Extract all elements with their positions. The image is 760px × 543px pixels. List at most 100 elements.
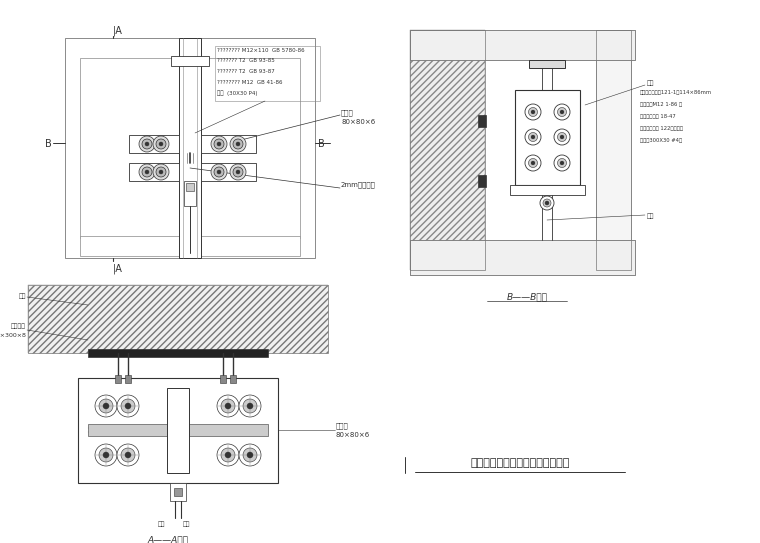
Text: 立柱: 立柱	[647, 213, 654, 219]
Circle shape	[217, 444, 239, 466]
Bar	[478, 115, 486, 127]
Bar	[88, 349, 268, 357]
Circle shape	[558, 108, 566, 117]
Circle shape	[211, 136, 227, 152]
Circle shape	[121, 448, 135, 462]
Circle shape	[156, 167, 166, 177]
Text: ???????? M12×110  GB 5780-86: ???????? M12×110 GB 5780-86	[217, 48, 305, 53]
Circle shape	[236, 170, 240, 174]
Circle shape	[560, 110, 564, 114]
Circle shape	[214, 167, 224, 177]
Bar	[80, 236, 300, 256]
Circle shape	[156, 139, 166, 149]
Circle shape	[125, 403, 131, 409]
Circle shape	[125, 452, 131, 458]
Text: |A: |A	[113, 263, 123, 274]
Text: 立柱: 立柱	[158, 521, 166, 527]
Bar	[129, 163, 179, 181]
Text: ??????? T2  GB 93-85: ??????? T2 GB 93-85	[217, 59, 275, 64]
Circle shape	[103, 403, 109, 409]
Circle shape	[558, 132, 566, 142]
Circle shape	[159, 170, 163, 174]
Bar	[86, 386, 270, 475]
Circle shape	[531, 110, 535, 114]
Circle shape	[142, 167, 152, 177]
Circle shape	[217, 170, 221, 174]
Text: 乙组（300X30 #4）: 乙组（300X30 #4）	[640, 138, 682, 143]
Bar	[410, 30, 485, 270]
Circle shape	[560, 135, 564, 139]
Circle shape	[159, 142, 163, 146]
Text: 200×300×8: 200×300×8	[0, 333, 26, 338]
Text: B: B	[45, 139, 52, 149]
Circle shape	[221, 448, 235, 462]
Circle shape	[247, 452, 253, 458]
Text: |A: |A	[113, 26, 123, 36]
Text: 明框玻璃幕墙立柱与主体连接节点: 明框玻璃幕墙立柱与主体连接节点	[470, 458, 570, 468]
Bar	[88, 424, 268, 436]
Circle shape	[243, 448, 257, 462]
Bar	[170, 483, 186, 501]
Text: 木连接板: 木连接板	[11, 323, 26, 329]
Bar	[596, 30, 631, 270]
Bar	[186, 183, 194, 191]
Circle shape	[225, 452, 231, 458]
Bar	[125, 375, 131, 383]
Circle shape	[145, 142, 149, 146]
Circle shape	[531, 135, 535, 139]
Bar	[171, 56, 209, 66]
Circle shape	[117, 444, 139, 466]
Text: 立钢连接板宽 122（备注）: 立钢连接板宽 122（备注）	[640, 126, 683, 131]
Text: 普通螺栓M12 1-86 孔: 普通螺栓M12 1-86 孔	[640, 102, 682, 107]
Text: 立柱: 立柱	[18, 293, 26, 299]
Bar	[523, 95, 572, 180]
Circle shape	[531, 161, 535, 165]
Circle shape	[528, 132, 537, 142]
Bar	[410, 30, 485, 270]
Circle shape	[554, 104, 570, 120]
Bar	[129, 135, 179, 153]
Text: 80×80×6: 80×80×6	[341, 119, 375, 125]
Bar	[410, 240, 635, 275]
Circle shape	[239, 444, 261, 466]
Circle shape	[236, 142, 240, 146]
Circle shape	[554, 129, 570, 145]
Circle shape	[560, 161, 564, 165]
Circle shape	[540, 196, 554, 210]
Circle shape	[103, 452, 109, 458]
Bar	[174, 488, 182, 496]
Circle shape	[121, 399, 135, 413]
Bar	[410, 30, 635, 60]
Circle shape	[558, 159, 566, 167]
Circle shape	[239, 395, 261, 417]
Bar	[510, 185, 585, 195]
Circle shape	[528, 108, 537, 117]
Bar	[230, 375, 236, 383]
Text: 乙组  (30X30 P4): 乙组 (30X30 P4)	[217, 90, 258, 96]
Bar	[410, 30, 635, 60]
Bar	[28, 285, 328, 353]
Text: 立柱截面尺寸见121-1，114×86mm: 立柱截面尺寸见121-1，114×86mm	[640, 90, 712, 95]
Bar	[171, 392, 185, 469]
Bar	[201, 135, 256, 153]
Bar	[184, 181, 196, 206]
Text: 80×80×6: 80×80×6	[336, 432, 370, 438]
Circle shape	[99, 399, 113, 413]
Text: ???????? M12  GB 41-86: ???????? M12 GB 41-86	[217, 79, 283, 85]
Text: B——B剖断: B——B剖断	[506, 292, 547, 301]
Circle shape	[545, 201, 549, 205]
Bar	[179, 38, 201, 258]
Circle shape	[139, 164, 155, 180]
Circle shape	[525, 104, 541, 120]
Circle shape	[139, 136, 155, 152]
Circle shape	[95, 395, 117, 417]
Circle shape	[217, 142, 221, 146]
Bar	[78, 378, 278, 483]
Circle shape	[233, 139, 243, 149]
Bar	[167, 388, 189, 473]
Text: 钢压片: 钢压片	[341, 109, 353, 116]
Circle shape	[247, 403, 253, 409]
Bar	[215, 46, 320, 101]
Text: 立柱: 立柱	[183, 521, 191, 527]
Bar	[80, 58, 300, 238]
